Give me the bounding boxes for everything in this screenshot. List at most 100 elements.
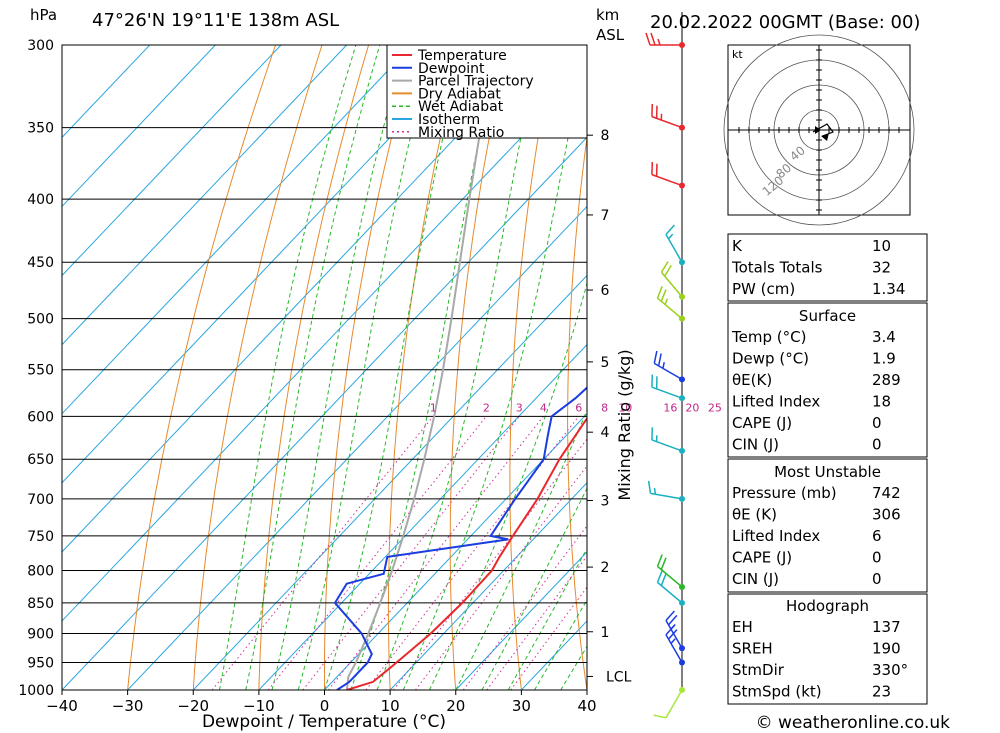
pressure-tick-label: 800: [27, 563, 54, 579]
wind-barb-flag: [667, 614, 678, 626]
surface-index-value: 18: [872, 393, 891, 411]
pressure-tick-label: 1000: [18, 683, 54, 699]
wind-barb-flag: [660, 289, 667, 302]
dry-adiabat-line: [678, 45, 719, 690]
hodograph-index-title: Hodograph: [786, 597, 869, 615]
asl-axis-title: ASL: [596, 26, 625, 44]
mixing-ratio-label: 4: [540, 401, 547, 414]
pressure-tick-label: 300: [27, 38, 54, 54]
storm-marker-icon: [815, 126, 821, 134]
wind-barb-flag: [656, 570, 663, 583]
pressure-tick-label: 750: [27, 529, 54, 545]
temperature-series-line: [346, 416, 587, 690]
isotherm-line: [62, 45, 282, 277]
temp-tick-label: 10: [381, 697, 400, 715]
general-indices-box: [727, 233, 928, 302]
isotherm-line: [62, 136, 587, 690]
legend-entry-label: Isotherm: [418, 112, 480, 128]
hodograph-index-value: 23: [872, 683, 891, 701]
parcel-trajectory-series-line: [345, 45, 502, 690]
most-unstable-index-label: CIN (J): [732, 570, 779, 588]
wind-barb-flag: [656, 554, 663, 567]
wind-barb-flag: [656, 286, 663, 299]
temp-tick-label: −10: [243, 697, 275, 715]
wind-barb-staff: [665, 689, 683, 719]
dewpoint-series-line: [333, 386, 587, 690]
temp-tick-label: 40: [577, 697, 596, 715]
pressure-tick-label: 950: [27, 656, 54, 672]
wind-barb-staff: [665, 634, 683, 663]
wind-barb-staff: [651, 439, 683, 452]
temp-tick-label: 20: [446, 697, 465, 715]
temp-tick-label: −30: [112, 697, 144, 715]
wet-adiabat-line: [219, 45, 357, 690]
dry-adiabat-line: [567, 133, 587, 690]
wind-barb-staff: [665, 234, 683, 263]
wind-barb-half-flag: [662, 362, 665, 369]
km-tick-label: 5: [601, 355, 610, 371]
isotherm-line: [127, 205, 587, 690]
most-unstable-index-value: 742: [872, 484, 901, 502]
isotherm-line: [62, 45, 347, 346]
mixing-ratio-label: 1: [430, 401, 437, 414]
wind-barb-flag: [660, 573, 667, 586]
most-unstable-index-label: Lifted Index: [732, 527, 820, 545]
pressure-tick-label: 650: [27, 452, 54, 468]
general-index-label: Totals Totals: [731, 259, 823, 277]
hpa-axis-title: hPa: [30, 6, 57, 24]
km-tick-label: 3: [601, 493, 610, 509]
wet-adiabat-line: [297, 45, 435, 690]
wind-barb-half-flag: [657, 38, 661, 46]
most-unstable-box: [727, 458, 928, 593]
surface-box: [727, 302, 928, 458]
plot-frame: [61, 44, 588, 691]
hodograph-index-label: EH: [732, 618, 753, 636]
legend-entry-label: Temperature: [417, 48, 507, 64]
wind-barb-staff: [650, 492, 683, 500]
lcl-label: LCL: [606, 669, 632, 685]
isotherm-line: [192, 274, 587, 690]
wind-barb-flag: [664, 264, 672, 277]
wind-barb-flag: [650, 32, 656, 46]
km-axis-title: km: [596, 6, 619, 24]
most-unstable-index-label: CAPE (J): [732, 549, 792, 567]
temp-tick-label: −20: [177, 697, 209, 715]
wet-adiabat-line: [271, 45, 406, 690]
km-tick-label: 7: [601, 208, 610, 224]
mixing-ratio-label: 16: [663, 401, 677, 414]
temp-tick-label: −40: [46, 697, 78, 715]
pressure-tick-label: 550: [27, 363, 54, 379]
mixing-ratio-line: [415, 465, 587, 690]
legend-entry-label: Mixing Ratio: [418, 125, 504, 141]
wind-barb-staff: [651, 115, 683, 129]
dry-adiabat-line: [324, 45, 416, 690]
most-unstable-index-value: 306: [872, 506, 901, 524]
pressure-tick-label: 900: [27, 627, 54, 643]
most-unstable-index-value: 0: [872, 570, 882, 588]
legend-entry-label: Dewpoint: [418, 61, 485, 77]
wind-barb-flag: [653, 714, 667, 719]
surface-index-label: Dewp (°C): [732, 350, 809, 368]
isotherm-line: [389, 482, 587, 690]
mixing-ratio-label: 2: [483, 401, 490, 414]
legend-box: [386, 44, 588, 139]
location-title: 47°26'N 19°11'E 138m ASL: [92, 10, 339, 31]
wind-barb-half-flag: [653, 487, 657, 495]
surface-index-value: 3.4: [872, 328, 896, 346]
wind-barb-flag: [653, 350, 658, 364]
most-unstable-index-label: θE (K): [732, 506, 777, 524]
wet-adiabat-line: [350, 45, 501, 690]
mixing-ratio-label: 3: [516, 401, 523, 414]
surface-index-value: 1.9: [872, 350, 896, 368]
copyright-text: © weatheronline.co.uk: [756, 713, 951, 733]
pressure-tick-label: 500: [27, 312, 54, 328]
most-unstable-index-value: 6: [872, 527, 882, 545]
wind-barb-flag: [660, 557, 667, 570]
mixing-ratio-label: 6: [575, 401, 582, 414]
surface-index-value: 0: [872, 436, 882, 454]
dry-adiabat-line: [927, 45, 1000, 690]
wind-barb-staff: [657, 297, 683, 320]
storm-motion-arrow-icon: [821, 133, 829, 141]
km-tick-label: 6: [601, 283, 610, 299]
